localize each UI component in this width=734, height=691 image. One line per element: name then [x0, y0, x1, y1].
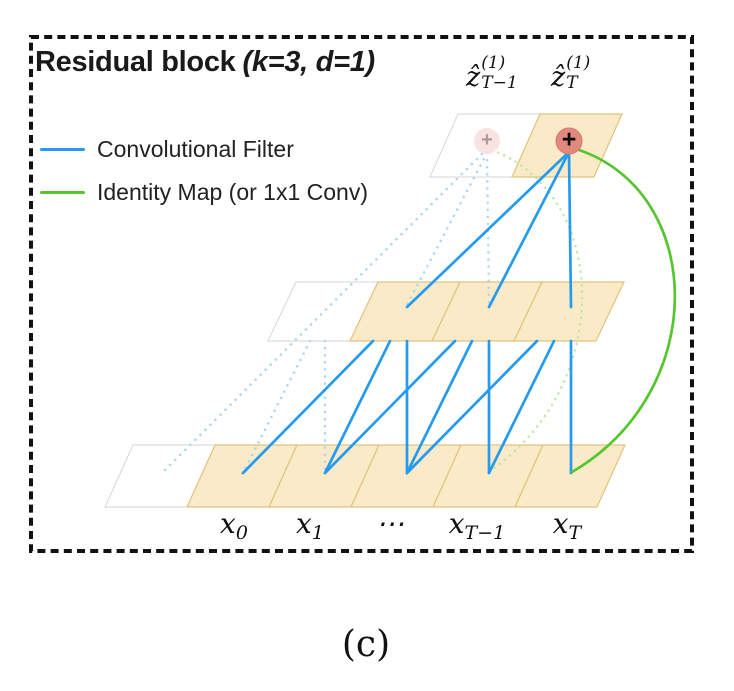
figure-caption: (c): [341, 624, 391, 665]
math-sub: 0: [235, 522, 248, 544]
input-label-x0: x0: [220, 507, 248, 545]
math-sub: T−1: [481, 73, 518, 93]
legend-row-conv: Convolutional Filter: [40, 128, 368, 171]
figure-title: Residual block (k=3, d=1): [35, 46, 375, 79]
conv-filter-line-icon: [40, 148, 85, 151]
ghost-conv-line: [160, 147, 489, 475]
math-base: x: [296, 507, 312, 540]
output-row: [429, 113, 623, 178]
conv-line: [405, 339, 474, 475]
sum-node-active: [555, 127, 583, 155]
conv-line: [241, 339, 375, 475]
figure-title-text: Residual block: [35, 46, 236, 78]
input-row: [104, 444, 626, 508]
math-base: x: [552, 507, 569, 540]
ghost-conv-line: [485, 151, 491, 307]
legend-label-identity: Identity Map (or 1x1 Conv): [97, 179, 369, 205]
input-label-x1: x1: [296, 507, 324, 545]
conv-line: [567, 150, 573, 309]
math-sup: (1): [566, 53, 591, 73]
output-label-zT: ẑ (1) T: [551, 55, 590, 92]
math-sub: T: [568, 522, 582, 544]
input-label-xT-1: xT−1: [448, 507, 506, 545]
conv-line: [405, 339, 539, 475]
legend-row-identity: Identity Map (or 1x1 Conv): [40, 171, 368, 214]
input-cell-xT: [514, 444, 626, 508]
output-label-zT-1: ẑ (1) T−1: [466, 55, 518, 92]
hidden-cell-3: [513, 281, 625, 342]
ghost-conv-line: [405, 151, 489, 307]
math-sub: 1: [311, 522, 324, 544]
math-sup: (1): [481, 53, 506, 73]
legend-label-conv: Convolutional Filter: [97, 136, 294, 162]
math-base: x: [448, 507, 465, 540]
input-label-xT: xT: [552, 507, 582, 545]
legend: Convolutional Filter Identity Map (or 1x…: [40, 128, 368, 214]
math-sub: T: [566, 73, 578, 93]
conv-line: [487, 339, 556, 475]
ghost-conv-lines: [160, 147, 491, 475]
sum-node-ghost: [474, 128, 500, 154]
math-base: x: [220, 507, 236, 540]
math-base: ẑ: [551, 62, 566, 93]
plus-icon: +: [561, 125, 577, 154]
identity-curve: [570, 147, 677, 474]
math-sub: T−1: [464, 522, 506, 544]
conv-line: [487, 150, 571, 309]
conv-line: [323, 339, 392, 475]
math-base: ⋯: [376, 507, 404, 540]
conv-line: [405, 150, 571, 309]
plus-icon: +: [481, 129, 493, 152]
math-base: ẑ: [466, 62, 481, 93]
identity-map-line-icon: [40, 191, 85, 194]
conv-line: [323, 339, 457, 475]
figure-title-params: (k=3, d=1): [242, 46, 375, 78]
residual-block-border: [29, 35, 694, 553]
conv-lines: [241, 150, 573, 475]
input-label-dots: ⋯: [376, 510, 404, 538]
